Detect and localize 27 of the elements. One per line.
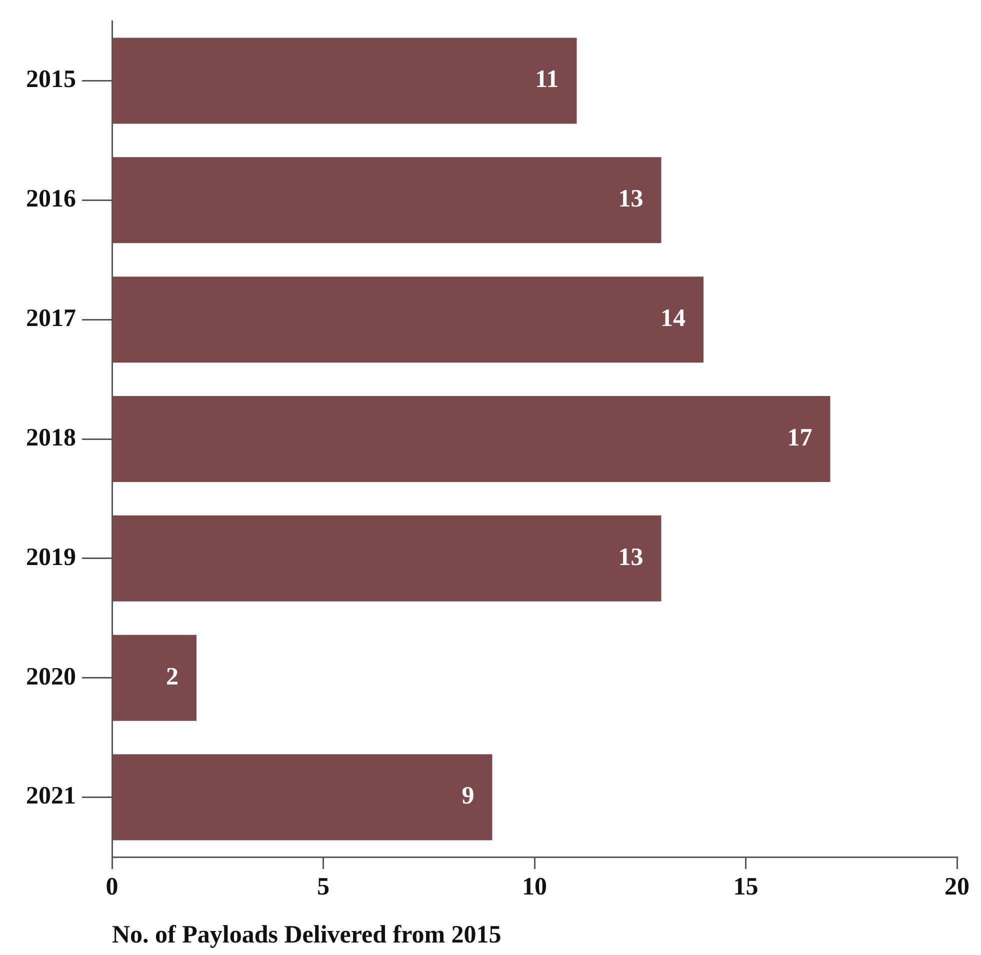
x-tick-label: 5 [317,873,330,900]
y-tick-label: 2020 [26,663,76,690]
data-label: 9 [462,782,474,810]
x-tick-label: 20 [944,873,970,900]
x-axis-title: No. of Payloads Delivered from 2015 [112,921,502,948]
data-label: 2 [166,663,178,690]
y-tick-label: 2015 [26,66,76,94]
y-tick-label: 2021 [26,782,76,810]
bar [112,157,662,244]
y-tick-label: 2018 [26,424,76,452]
bar [112,634,196,721]
y-tick-label: 2016 [26,186,76,213]
bar [112,754,492,840]
bar [112,276,704,363]
bar [112,515,662,602]
data-label: 13 [618,186,644,213]
bar [112,396,830,482]
x-tick-label: 15 [733,873,758,900]
data-label: 14 [660,305,686,332]
data-label: 17 [787,424,812,452]
data-label: 11 [535,66,559,94]
y-tick-label: 2019 [26,544,76,571]
x-tick-label: 0 [106,873,118,900]
y-tick-label: 2017 [26,305,76,332]
x-tick-label: 10 [522,873,547,900]
bar [112,38,577,124]
data-label: 13 [618,544,644,571]
